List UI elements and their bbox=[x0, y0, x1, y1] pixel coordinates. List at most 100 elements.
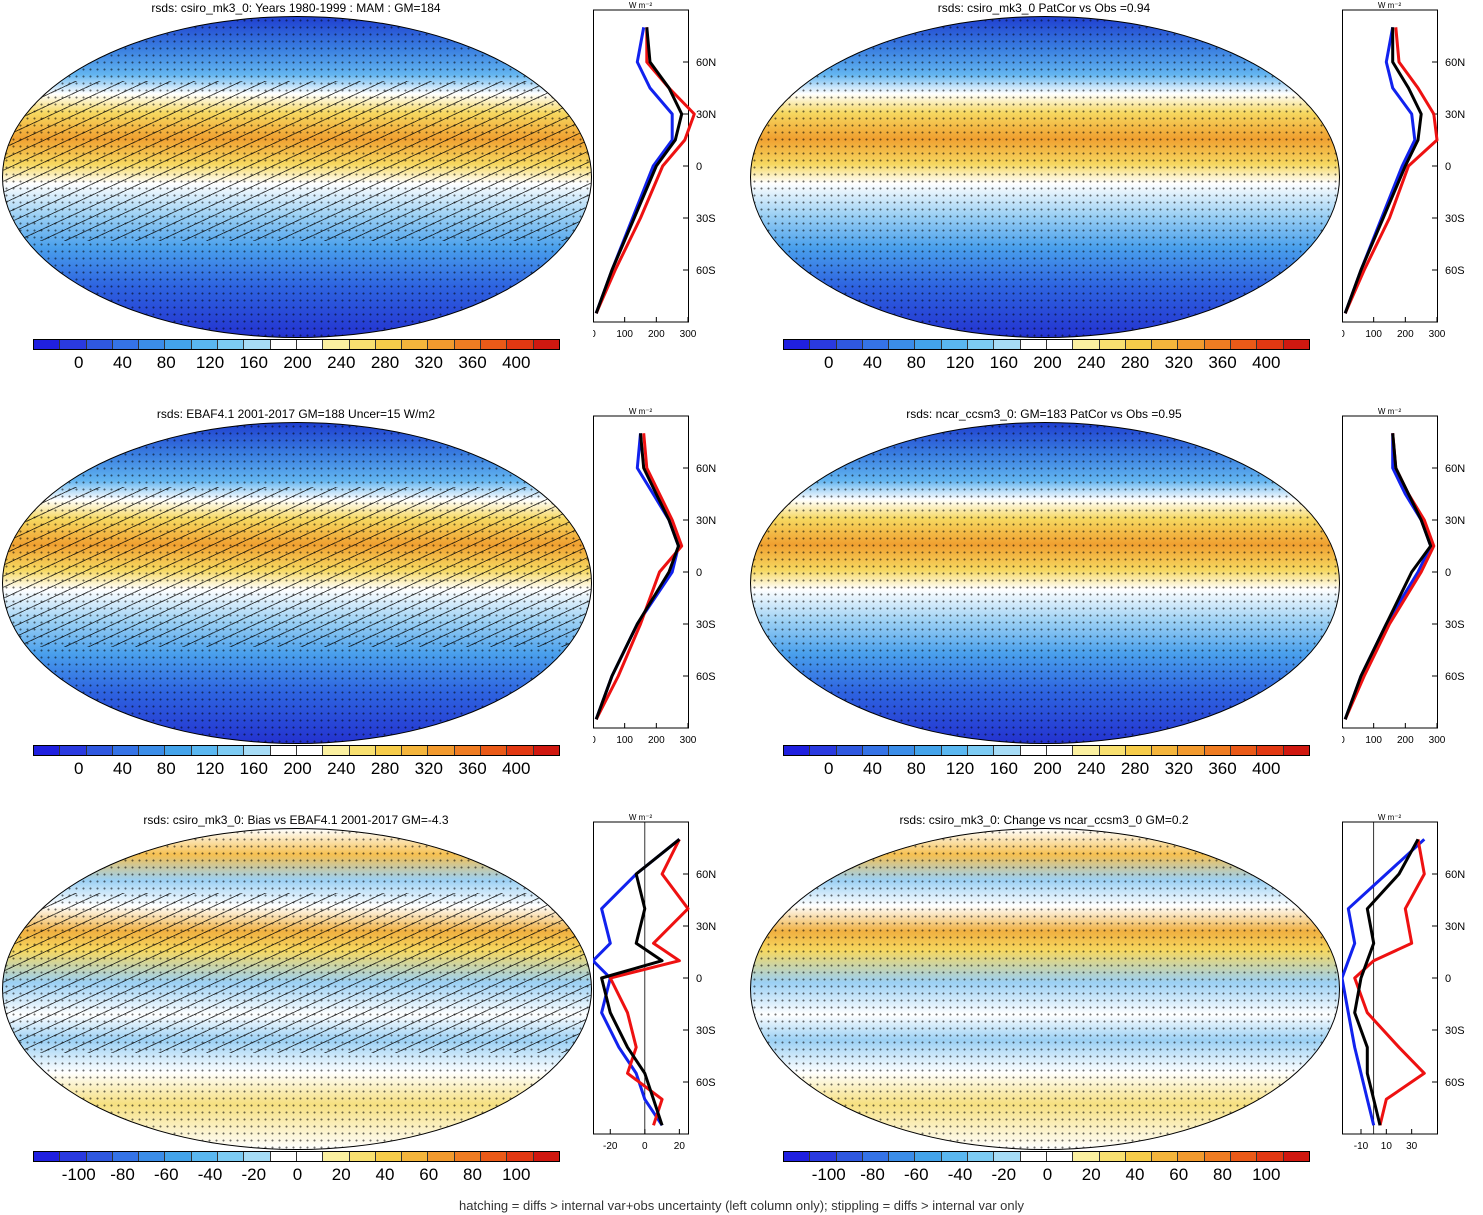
lat-label: 60S bbox=[1445, 265, 1465, 277]
colorbar-swatch bbox=[784, 340, 811, 349]
profile-series-red bbox=[1343, 27, 1439, 314]
colorbar-swatch bbox=[34, 340, 61, 349]
colorbar-label: 160 bbox=[989, 353, 1018, 372]
colorbar-label: 360 bbox=[458, 759, 487, 778]
world-map bbox=[2, 828, 592, 1150]
colorbar-label: 200 bbox=[283, 353, 312, 372]
x-tick-label: 10 bbox=[1381, 1141, 1393, 1152]
colorbar-label: 80 bbox=[463, 1165, 482, 1184]
colorbar-label: 320 bbox=[1164, 353, 1193, 372]
zonal-mean-profile: W m⁻² 60N 30N 0 30S 60S 0 100 200 300 bbox=[1342, 1, 1465, 340]
colorbar-swatch bbox=[784, 1152, 811, 1161]
profile-series-red bbox=[1353, 839, 1426, 1126]
colorbar-label: 160 bbox=[239, 759, 268, 778]
world-map bbox=[2, 16, 592, 338]
world-map bbox=[750, 828, 1340, 1150]
lat-label: 60N bbox=[696, 463, 716, 475]
colorbar-swatch bbox=[481, 1152, 508, 1161]
lat-label: 60S bbox=[696, 1077, 716, 1089]
colorbar-label: 240 bbox=[327, 759, 356, 778]
profile-series-black bbox=[594, 27, 684, 314]
colorbar-swatch bbox=[1152, 746, 1179, 755]
colorbar-swatch bbox=[218, 340, 245, 349]
x-tick-label: 0 bbox=[593, 735, 596, 746]
colorbar-swatch bbox=[60, 746, 87, 755]
colorbar-label: 120 bbox=[945, 353, 975, 372]
profile-series-black bbox=[600, 838, 681, 1126]
colorbar-swatch bbox=[1020, 1152, 1047, 1161]
colorbar-swatch bbox=[112, 1152, 140, 1161]
colorbar-swatch bbox=[1099, 746, 1126, 755]
colorbar-swatch bbox=[402, 340, 429, 349]
panel-title: rsds: csiro_mk3_0: Bias vs EBAF4.1 2001-… bbox=[143, 813, 449, 827]
colorbar-label: -100 bbox=[61, 1165, 96, 1184]
profile-series-black bbox=[594, 433, 680, 720]
colorbar-label: 200 bbox=[1033, 353, 1062, 372]
colorbar-swatch bbox=[323, 1152, 350, 1161]
colorbar-swatch bbox=[1231, 1152, 1258, 1161]
colorbar-swatch bbox=[836, 1152, 863, 1161]
colorbar-swatch bbox=[139, 340, 166, 349]
world-map bbox=[750, 16, 1340, 338]
colorbar-swatch bbox=[139, 1152, 166, 1161]
colorbar-swatch bbox=[994, 1152, 1021, 1161]
colorbar-swatch bbox=[889, 746, 916, 755]
hatching bbox=[3, 81, 591, 241]
colorbar-label: 40 bbox=[863, 759, 882, 778]
colorbar-label: -80 bbox=[110, 1165, 135, 1184]
colorbar-label: 20 bbox=[331, 1165, 351, 1184]
colorbar-swatch bbox=[1257, 340, 1284, 349]
colorbar-swatch bbox=[1204, 340, 1232, 349]
colorbar-swatch bbox=[1283, 746, 1309, 755]
profile-series-black bbox=[1343, 27, 1423, 314]
lat-label: 0 bbox=[1445, 161, 1451, 173]
lat-label: 60N bbox=[1445, 869, 1465, 881]
colorbar-label: 280 bbox=[1120, 353, 1150, 372]
colorbar-label: 80 bbox=[906, 759, 926, 778]
stippling bbox=[751, 423, 1339, 743]
colorbar-swatch bbox=[968, 746, 995, 755]
colorbar-swatch bbox=[1099, 1152, 1126, 1161]
colorbar-swatch bbox=[836, 746, 863, 755]
lat-label: 30N bbox=[1445, 109, 1465, 121]
x-tick-label: 100 bbox=[1365, 329, 1382, 340]
profile-unit: W m⁻² bbox=[1378, 407, 1402, 416]
colorbar bbox=[783, 745, 1310, 756]
colorbar-swatch bbox=[323, 340, 350, 349]
colorbar-swatch bbox=[349, 746, 376, 755]
colorbar-label: 80 bbox=[906, 353, 926, 372]
lat-label: 60N bbox=[696, 869, 716, 881]
colorbar-swatch bbox=[296, 340, 324, 349]
lat-label: 60S bbox=[696, 671, 716, 683]
profile-frame bbox=[1342, 415, 1438, 729]
colorbar-swatch bbox=[296, 1152, 324, 1161]
colorbar-swatch bbox=[191, 340, 219, 349]
colorbar-swatch bbox=[1073, 1152, 1100, 1161]
colorbar-swatch bbox=[1283, 340, 1309, 349]
lat-label: 30N bbox=[696, 515, 716, 527]
colorbar-swatch bbox=[784, 746, 811, 755]
colorbar-swatch bbox=[1073, 340, 1100, 349]
colorbar-label: 280 bbox=[370, 353, 400, 372]
colorbar-swatch bbox=[270, 1152, 297, 1161]
colorbar-label: 280 bbox=[370, 759, 400, 778]
colorbar-label: 360 bbox=[1208, 353, 1237, 372]
colorbar-swatch bbox=[1231, 340, 1258, 349]
colorbar-label: -40 bbox=[197, 1165, 223, 1184]
zonal-mean-profile: W m⁻² 60N 30N 0 30S 60S 0 100 200 300 bbox=[593, 407, 716, 746]
colorbar-label: 0 bbox=[292, 1165, 303, 1184]
colorbar-swatch bbox=[112, 746, 140, 755]
colorbar-swatch bbox=[60, 1152, 87, 1161]
panel-title: rsds: csiro_mk3_0 PatCor vs Obs =0.94 bbox=[937, 1, 1151, 15]
colorbar-label: 400 bbox=[1252, 759, 1281, 778]
colorbar-swatch bbox=[915, 1152, 942, 1161]
profile-unit: W m⁻² bbox=[629, 1, 653, 10]
colorbar-swatch bbox=[428, 340, 455, 349]
colorbar-label: -60 bbox=[153, 1165, 179, 1184]
colorbar-swatch bbox=[454, 1152, 482, 1161]
colorbar-label: 360 bbox=[458, 353, 487, 372]
colorbar-swatch bbox=[1178, 340, 1205, 349]
colorbar-swatch bbox=[1178, 746, 1205, 755]
colorbar-swatch bbox=[270, 746, 297, 755]
colorbar-swatch bbox=[810, 1152, 837, 1161]
